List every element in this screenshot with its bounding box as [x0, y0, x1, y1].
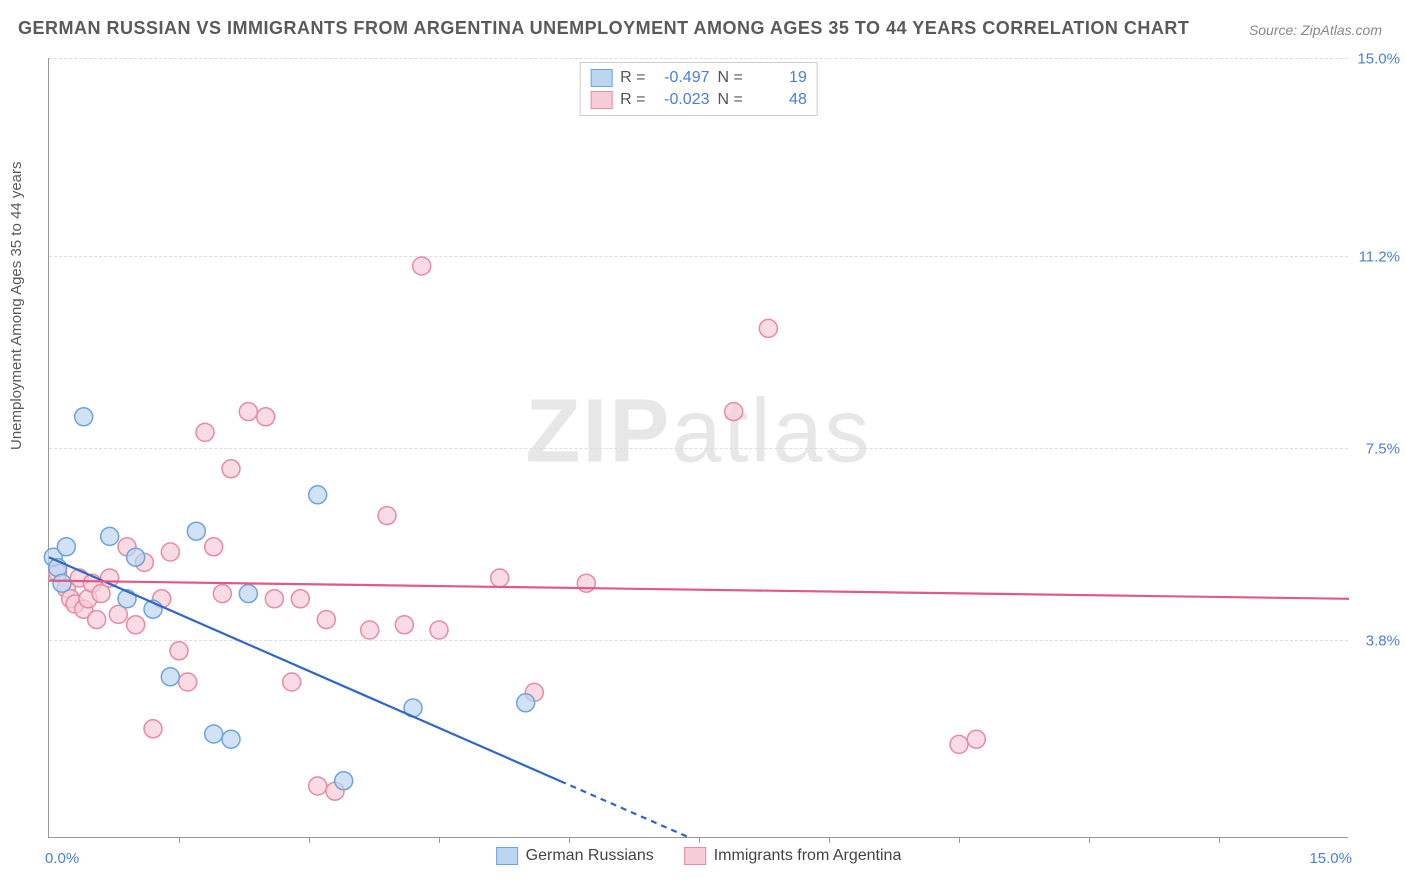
legend-label-0: German Russians	[526, 847, 654, 865]
x-tick	[829, 837, 830, 843]
source-attribution: Source: ZipAtlas.com	[1249, 22, 1382, 38]
legend-item-1: Immigrants from Argentina	[684, 847, 902, 865]
y-tick-label: 11.2%	[1359, 248, 1400, 265]
y-tick-label: 15.0%	[1357, 51, 1400, 68]
chart-title: GERMAN RUSSIAN VS IMMIGRANTS FROM ARGENT…	[18, 18, 1189, 39]
legend-swatch-1	[590, 91, 612, 109]
legend-r-label: R =	[620, 91, 645, 109]
scatter-svg	[49, 58, 1348, 837]
legend-row-0: R = -0.497 N = 19	[590, 67, 807, 89]
x-tick	[569, 837, 570, 843]
x-tick	[1089, 837, 1090, 843]
x-tick	[439, 837, 440, 843]
legend-r-value-0: -0.497	[654, 69, 710, 87]
y-tick-label: 7.5%	[1366, 441, 1400, 458]
legend-n-value-1: 48	[751, 91, 807, 109]
legend-n-value-0: 19	[751, 69, 807, 87]
x-tick	[959, 837, 960, 843]
x-axis-min-label: 0.0%	[45, 850, 79, 867]
series-legend: German Russians Immigrants from Argentin…	[496, 847, 902, 865]
legend-swatch-0	[590, 69, 612, 87]
legend-n-label: N =	[718, 69, 743, 87]
legend-r-label: R =	[620, 69, 645, 87]
x-tick	[179, 837, 180, 843]
legend-swatch-bottom-1	[684, 847, 706, 865]
x-axis-max-label: 15.0%	[1309, 850, 1352, 867]
y-axis-label: Unemployment Among Ages 35 to 44 years	[8, 161, 25, 450]
legend-swatch-bottom-0	[496, 847, 518, 865]
legend-row-1: R = -0.023 N = 48	[590, 89, 807, 111]
x-tick	[1219, 837, 1220, 843]
x-tick	[699, 837, 700, 843]
y-tick-label: 3.8%	[1366, 633, 1400, 650]
legend-n-label: N =	[718, 91, 743, 109]
correlation-legend: R = -0.497 N = 19 R = -0.023 N = 48	[579, 62, 818, 116]
legend-item-0: German Russians	[496, 847, 654, 865]
legend-label-1: Immigrants from Argentina	[714, 847, 902, 865]
legend-r-value-1: -0.023	[654, 91, 710, 109]
plot-area: ZIPatlas 3.8%7.5%11.2%15.0% R = -0.497 N…	[48, 58, 1348, 838]
x-tick	[309, 837, 310, 843]
